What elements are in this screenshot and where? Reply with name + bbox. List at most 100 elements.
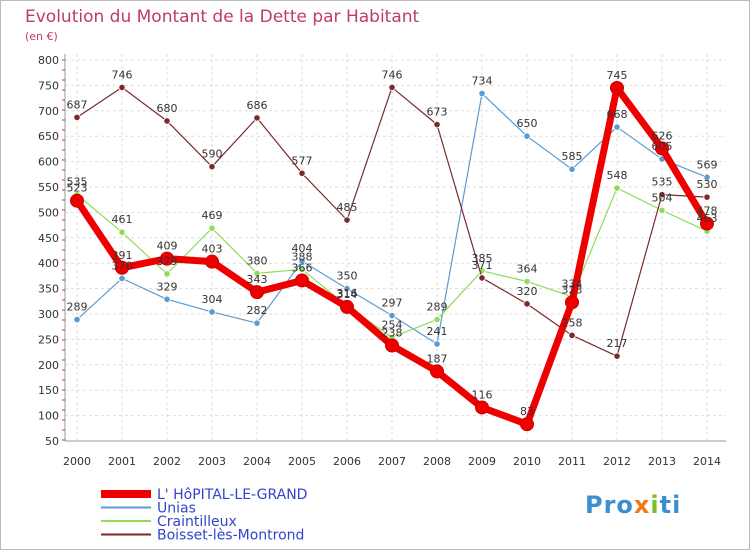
data-point [253, 269, 261, 277]
data-point [658, 206, 666, 214]
y-tick-label: 150 [38, 384, 59, 397]
chart-subtitle: (en €) [25, 30, 58, 43]
data-point [343, 216, 351, 224]
data-label: 523 [67, 182, 88, 195]
data-label: 304 [202, 293, 223, 306]
data-point [118, 228, 126, 236]
data-point [163, 270, 171, 278]
data-label: 585 [562, 150, 583, 163]
legend-label: Craintilleux [157, 514, 237, 530]
data-point [340, 299, 354, 314]
data-point [160, 251, 174, 266]
data-label: 254 [382, 318, 403, 331]
x-tick-label: 2003 [198, 455, 226, 468]
data-point [298, 265, 306, 273]
data-label: 334 [562, 278, 583, 291]
x-tick-label: 2008 [423, 455, 451, 468]
data-point [298, 257, 306, 265]
data-point [253, 319, 261, 327]
data-point [613, 184, 621, 192]
data-label: 217 [607, 337, 628, 350]
data-point [613, 352, 621, 360]
data-label: 282 [247, 304, 268, 317]
data-label: 391 [112, 249, 133, 262]
data-label: 680 [157, 102, 178, 115]
x-tick-label: 2009 [468, 455, 496, 468]
y-tick-label: 350 [38, 283, 59, 296]
data-label: 316 [337, 287, 358, 300]
data-label: 83 [520, 405, 534, 418]
data-point [568, 165, 576, 173]
data-label: 673 [427, 106, 448, 119]
data-point [430, 364, 444, 379]
data-point [205, 254, 219, 269]
data-label: 289 [67, 301, 88, 314]
x-tick-label: 2002 [153, 455, 181, 468]
data-label: 746 [112, 68, 133, 81]
data-point [523, 132, 531, 140]
data-point [388, 83, 396, 92]
data-label: 289 [427, 301, 448, 314]
data-label: 461 [112, 213, 133, 226]
chart-title: Evolution du Montant de la Dette par Hab… [25, 7, 420, 27]
y-tick-label: 50 [45, 435, 59, 448]
data-label: 626 [652, 129, 673, 142]
data-point [208, 163, 216, 171]
data-label: 364 [517, 262, 538, 275]
data-point [73, 315, 81, 324]
data-label: 350 [337, 270, 358, 283]
data-point [163, 295, 171, 303]
data-label: 746 [382, 68, 403, 81]
data-point [655, 141, 669, 156]
data-label: 650 [517, 117, 538, 130]
y-tick-label: 750 [38, 79, 59, 92]
x-tick-label: 2014 [693, 455, 721, 468]
data-point [613, 123, 621, 131]
x-tick-label: 2006 [333, 455, 361, 468]
y-tick-label: 550 [38, 181, 59, 194]
data-label: 404 [292, 242, 313, 255]
data-label: 343 [247, 273, 268, 286]
data-label: 320 [517, 285, 538, 298]
data-point [73, 113, 81, 122]
y-tick-label: 300 [38, 308, 59, 321]
data-point [253, 114, 261, 122]
data-label: 530 [697, 178, 718, 191]
data-point [568, 331, 576, 339]
data-point [610, 80, 624, 95]
data-point [703, 193, 711, 201]
x-tick-label: 2001 [108, 455, 136, 468]
data-point [295, 273, 309, 288]
data-label: 485 [337, 201, 358, 214]
data-label: 535 [67, 176, 88, 189]
data-point [433, 315, 441, 324]
x-tick-label: 2011 [558, 455, 586, 468]
data-point [343, 284, 351, 293]
x-tick-label: 2010 [513, 455, 541, 468]
data-point [388, 311, 396, 320]
legend-label: Unias [157, 501, 196, 517]
data-label: 569 [697, 158, 718, 171]
data-label: 388 [292, 250, 313, 263]
data-label: 668 [607, 108, 628, 121]
data-point [478, 89, 486, 98]
data-label: 478 [697, 205, 718, 218]
data-point [700, 216, 714, 231]
y-tick-label: 800 [38, 54, 59, 67]
data-point [478, 274, 486, 282]
data-label: 409 [157, 240, 178, 253]
data-point [118, 274, 126, 283]
x-tick-label: 2005 [288, 455, 316, 468]
data-label: 469 [202, 209, 223, 222]
x-tick-label: 2000 [63, 455, 91, 468]
data-label: 241 [427, 325, 448, 338]
data-point [703, 173, 711, 181]
x-tick-label: 2004 [243, 455, 271, 468]
data-point [433, 340, 441, 348]
data-label: 297 [382, 297, 403, 310]
data-point [523, 300, 531, 308]
x-tick-label: 2013 [648, 455, 676, 468]
y-tick-label: 200 [38, 359, 59, 372]
data-label: 370 [112, 259, 133, 272]
